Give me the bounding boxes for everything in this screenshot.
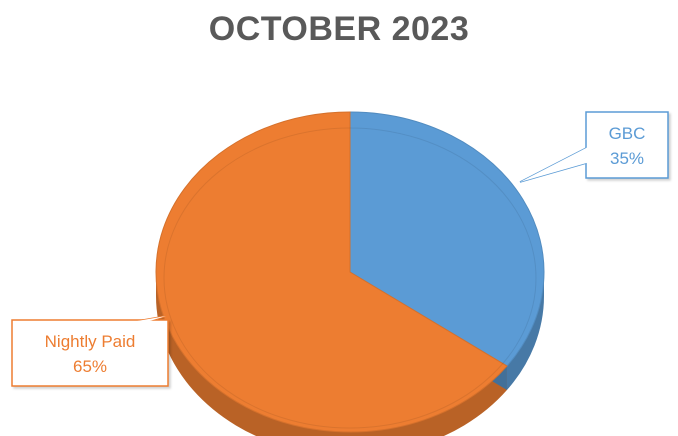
callout-gbc: GBC 35% <box>519 111 669 183</box>
callout-box <box>585 111 669 179</box>
pie-slice-gbc <box>349 111 545 367</box>
callout-nightly-paid: Nightly Paid 65% <box>11 315 169 387</box>
callout-pointer-fill <box>120 316 166 324</box>
callout-value: 65% <box>73 357 107 376</box>
callout-label: Nightly Paid <box>45 332 136 351</box>
pie-slice-nightly-paid <box>155 111 508 433</box>
chart-title: OCTOBER 2023 <box>208 10 470 48</box>
callout-value: 35% <box>610 149 644 168</box>
pie-side-nightly-paid <box>156 272 507 436</box>
callout-label: GBC <box>609 124 646 143</box>
pie-side-gbc <box>506 272 544 391</box>
callout-pointer-fill <box>520 146 590 182</box>
callout-box <box>11 319 169 387</box>
pie-rim-highlight <box>163 127 537 429</box>
